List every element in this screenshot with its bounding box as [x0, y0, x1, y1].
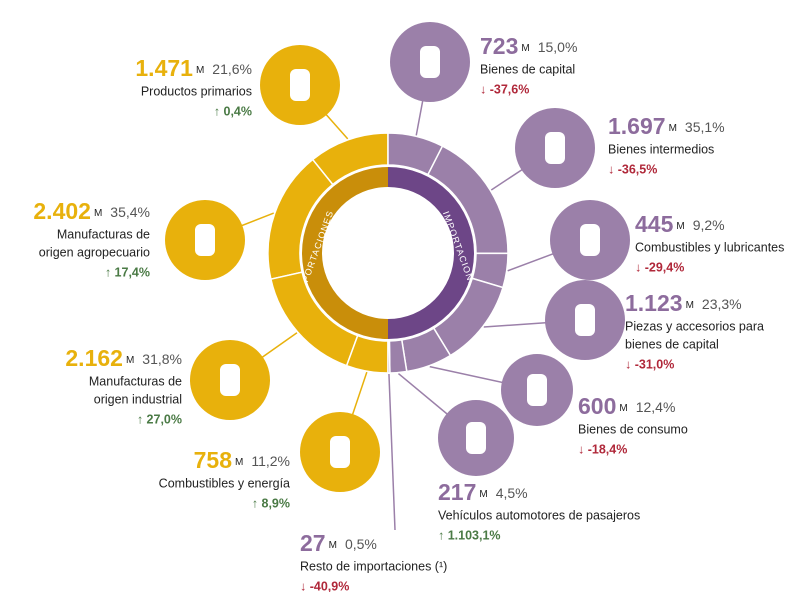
- amount: 2.402: [33, 198, 91, 224]
- connector: [388, 373, 396, 531]
- unit: M: [94, 208, 102, 219]
- share: 35,4%: [110, 204, 150, 220]
- figure: 723 M 15,0%: [480, 33, 577, 59]
- imports-band: [388, 167, 474, 339]
- change: ↓ -31,0%: [625, 357, 674, 371]
- figure: 27 M 0,5%: [300, 530, 377, 556]
- unit: M: [329, 540, 337, 551]
- figure: 758 M 11,2%: [194, 447, 290, 473]
- change: ↑ 17,4%: [105, 265, 150, 279]
- amount: 445: [635, 211, 674, 237]
- category-label: Bienes intermedios: [608, 142, 714, 156]
- category-label: Manufacturas de: [89, 374, 182, 388]
- share: 11,2%: [251, 453, 290, 469]
- change: ↓ -29,4%: [635, 260, 684, 274]
- unit: M: [235, 457, 243, 468]
- category-label: origen industrial: [94, 392, 182, 406]
- change: ↑ 8,9%: [252, 496, 290, 510]
- change: ↑ 1.103,1%: [438, 528, 501, 542]
- category-label: Productos primarios: [141, 84, 252, 98]
- share: 9,2%: [693, 217, 725, 233]
- category-label: bienes de capital: [625, 337, 719, 351]
- share: 4,5%: [496, 485, 528, 501]
- segment: [387, 340, 391, 374]
- figure: 2.402 M 35,4%: [33, 198, 150, 224]
- change: ↓ -36,5%: [608, 162, 657, 176]
- unit: M: [676, 221, 684, 232]
- icon: [575, 304, 595, 336]
- exports-band: [302, 167, 388, 339]
- share: 23,3%: [702, 296, 742, 312]
- share: 31,8%: [142, 351, 182, 367]
- category-label: Bienes de consumo: [578, 422, 688, 436]
- icon: [420, 46, 440, 78]
- unit: M: [126, 355, 134, 366]
- figure: 217 M 4,5%: [438, 479, 528, 505]
- amount: 1.471: [135, 55, 193, 81]
- amount: 217: [438, 479, 476, 505]
- figure: 1.123 M 23,3%: [625, 290, 742, 316]
- figure: 445 M 9,2%: [635, 211, 725, 237]
- unit: M: [196, 65, 204, 76]
- amount: 27: [300, 530, 326, 556]
- icon: [290, 69, 310, 101]
- icon: [330, 436, 350, 468]
- items: 1.471 M 21,6%Productos primarios↑ 0,4%2.40…: [33, 22, 784, 592]
- figure: 2.162 M 31,8%: [65, 345, 182, 371]
- category-label: origen agropecuario: [39, 245, 150, 259]
- unit: M: [686, 300, 694, 311]
- category-label: Bienes de capital: [480, 62, 575, 76]
- icon: [580, 224, 600, 256]
- share: 15,0%: [538, 39, 578, 55]
- share: 0,5%: [345, 536, 377, 552]
- share: 12,4%: [636, 399, 676, 415]
- amount: 600: [578, 393, 616, 419]
- change: ↓ -40,9%: [300, 579, 349, 592]
- category-label: Combustibles y lubricantes: [635, 240, 784, 254]
- amount: 723: [480, 33, 518, 59]
- change: ↓ -18,4%: [578, 442, 627, 456]
- icon: [466, 422, 486, 454]
- category-label: Combustibles y energía: [159, 476, 290, 490]
- icon: [220, 364, 240, 396]
- amount: 2.162: [65, 345, 123, 371]
- change: ↑ 0,4%: [214, 104, 252, 118]
- category-label: Manufacturas de: [57, 227, 150, 241]
- category-label: Piezas y accesorios para: [625, 319, 764, 333]
- amount: 1.697: [608, 113, 666, 139]
- category-label: Vehículos automotores de pasajeros: [438, 508, 640, 522]
- figure: 1.471 M 21,6%: [135, 55, 252, 81]
- unit: M: [669, 123, 677, 134]
- figure: 1.697 M 35,1%: [608, 113, 725, 139]
- icon: [195, 224, 215, 256]
- share: 35,1%: [685, 119, 725, 135]
- amount: 758: [194, 447, 233, 473]
- unit: M: [619, 403, 627, 414]
- donut: EXPORTACIONES IMPORTACIONES: [267, 132, 509, 374]
- share: 21,6%: [212, 61, 252, 77]
- unit: M: [479, 489, 487, 500]
- icon: [527, 374, 547, 406]
- category-label: Resto de importaciones (¹): [300, 559, 447, 573]
- figure: 600 M 12,4%: [578, 393, 675, 419]
- amount: 1.123: [625, 290, 683, 316]
- change: ↓ -37,6%: [480, 82, 529, 96]
- icon: [545, 132, 565, 164]
- unit: M: [521, 43, 529, 54]
- change: ↑ 27,0%: [137, 412, 182, 426]
